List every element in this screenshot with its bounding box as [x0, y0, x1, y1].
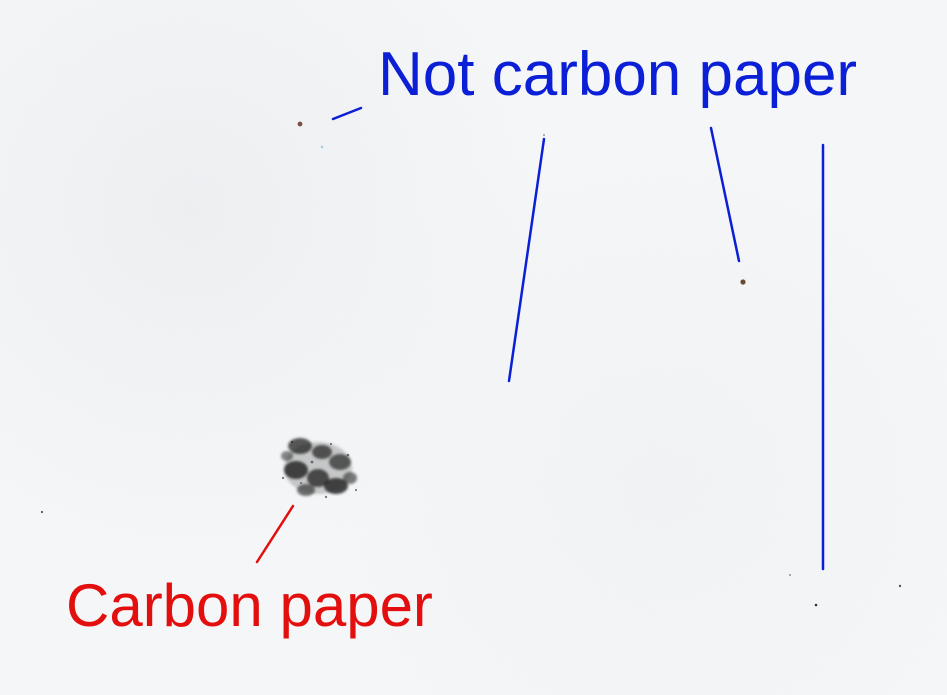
pointer-line-center-paper — [507, 137, 546, 383]
pointer-line-carbon-smudge — [255, 504, 295, 564]
paper-specks — [40, 121, 902, 607]
pointer-line-speck-top-left — [331, 106, 363, 121]
carbon-smudge — [281, 438, 357, 496]
carbon-smudge-speckle — [281, 440, 358, 499]
label-not-carbon-paper: Not carbon paper — [378, 40, 858, 109]
pointer-line-speck-right — [709, 126, 741, 263]
label-carbon-paper: Carbon paper — [66, 572, 433, 639]
